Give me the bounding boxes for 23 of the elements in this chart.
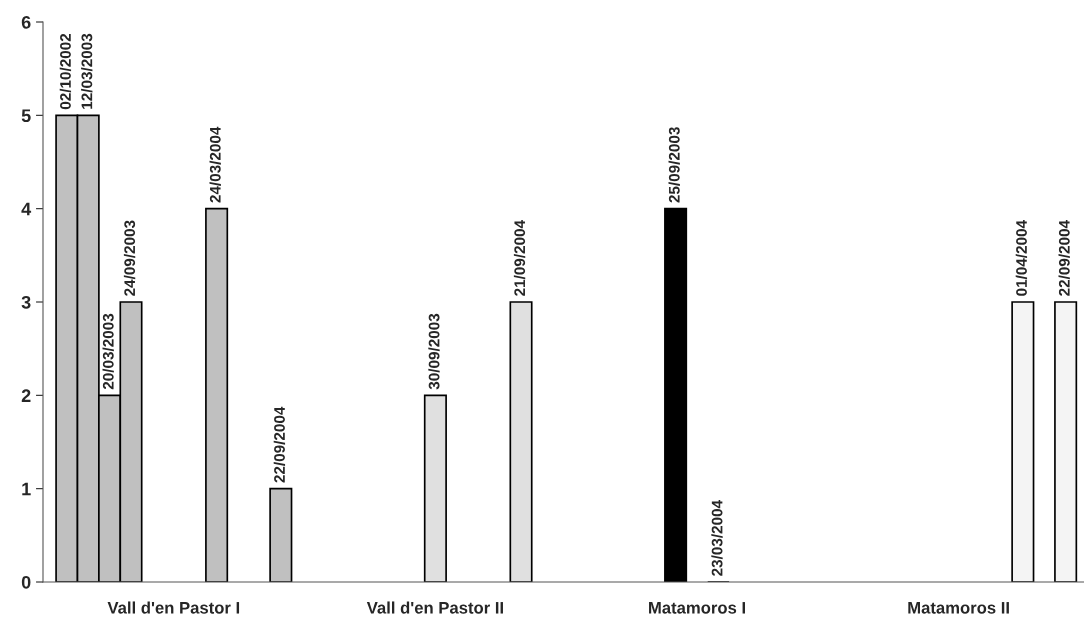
data-label: 12/03/2003: [81, 33, 93, 109]
data-label: 24/09/2003: [123, 220, 136, 296]
y-tick-label: 4: [21, 202, 32, 216]
data-label: 21/09/2004: [513, 220, 526, 296]
data-label: 22/09/2004: [273, 406, 286, 483]
data-label: 02/10/2002: [59, 33, 72, 110]
y-tick-label: 5: [21, 109, 31, 123]
data-label: 20/03/2003: [102, 313, 114, 390]
data-label: 01/04/2004: [1015, 220, 1028, 296]
x-tick-label: Vall d'en Pastor I: [107, 601, 240, 614]
data-label: 24/03/2004: [209, 126, 221, 203]
y-tick-label: 3: [21, 295, 31, 309]
data-label: 23/03/2004: [711, 500, 723, 576]
data-label: 25/09/2003: [668, 127, 680, 203]
y-tick-label: 6: [21, 15, 31, 29]
y-tick-label: 2: [21, 389, 31, 402]
x-tick-label: Vall d'en Pastor II: [366, 601, 503, 614]
y-tick-label: 0: [21, 575, 31, 589]
y-tick-label: 1: [22, 482, 31, 496]
x-tick-label: Matamoros II: [908, 602, 1009, 614]
data-label: 22/09/2004: [1058, 220, 1070, 296]
x-tick-label: Matamoros I: [649, 602, 745, 614]
data-label: 30/09/2003: [428, 313, 440, 390]
